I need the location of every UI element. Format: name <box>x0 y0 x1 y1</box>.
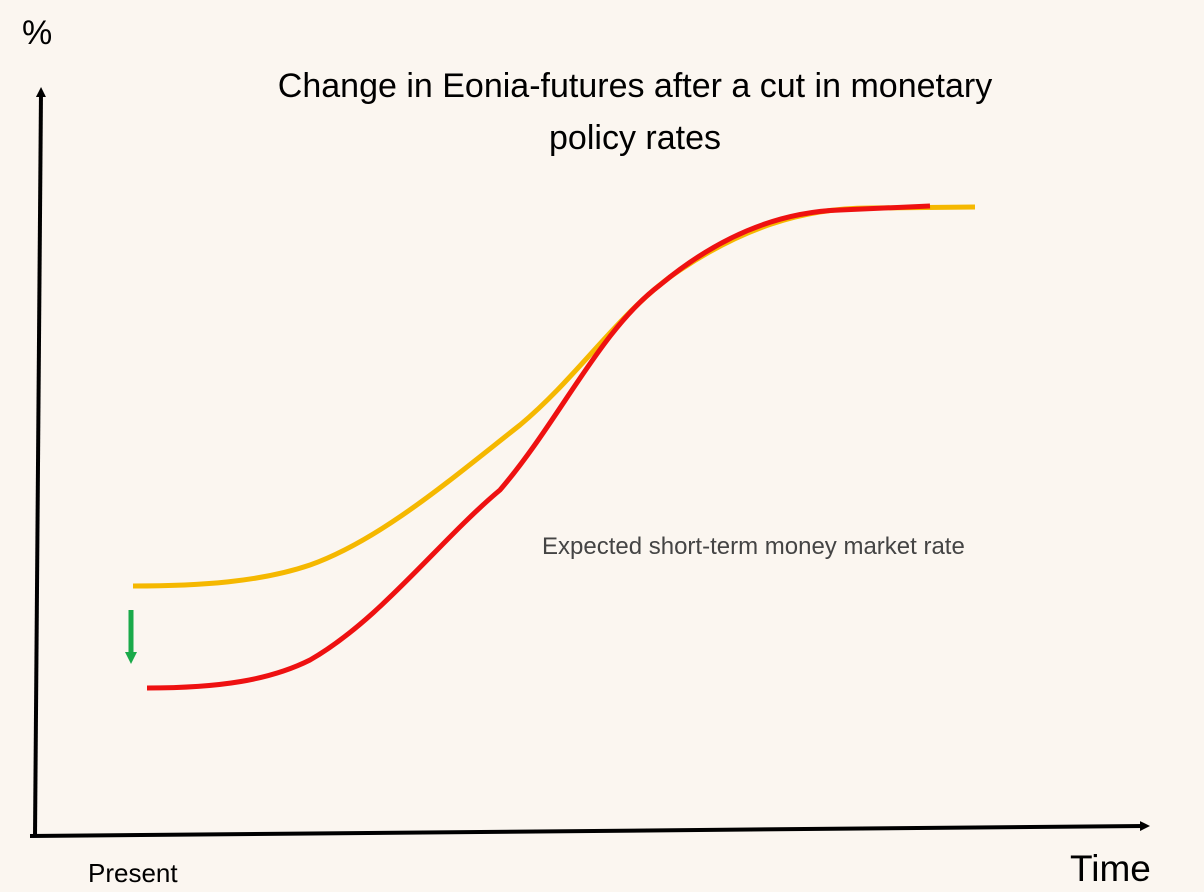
annotation: Expected short-term money market rate <box>542 533 965 560</box>
y-axis <box>33 87 46 838</box>
curve-before <box>132 204 976 589</box>
title: Change in Eonia-futures after a cut in m… <box>277 67 993 157</box>
y-axis-label: % <box>22 14 53 52</box>
x-axis <box>29 821 1150 838</box>
origin-label: Present <box>88 858 178 888</box>
x-axis-label: Time <box>1070 848 1151 889</box>
curve-after <box>146 203 931 691</box>
